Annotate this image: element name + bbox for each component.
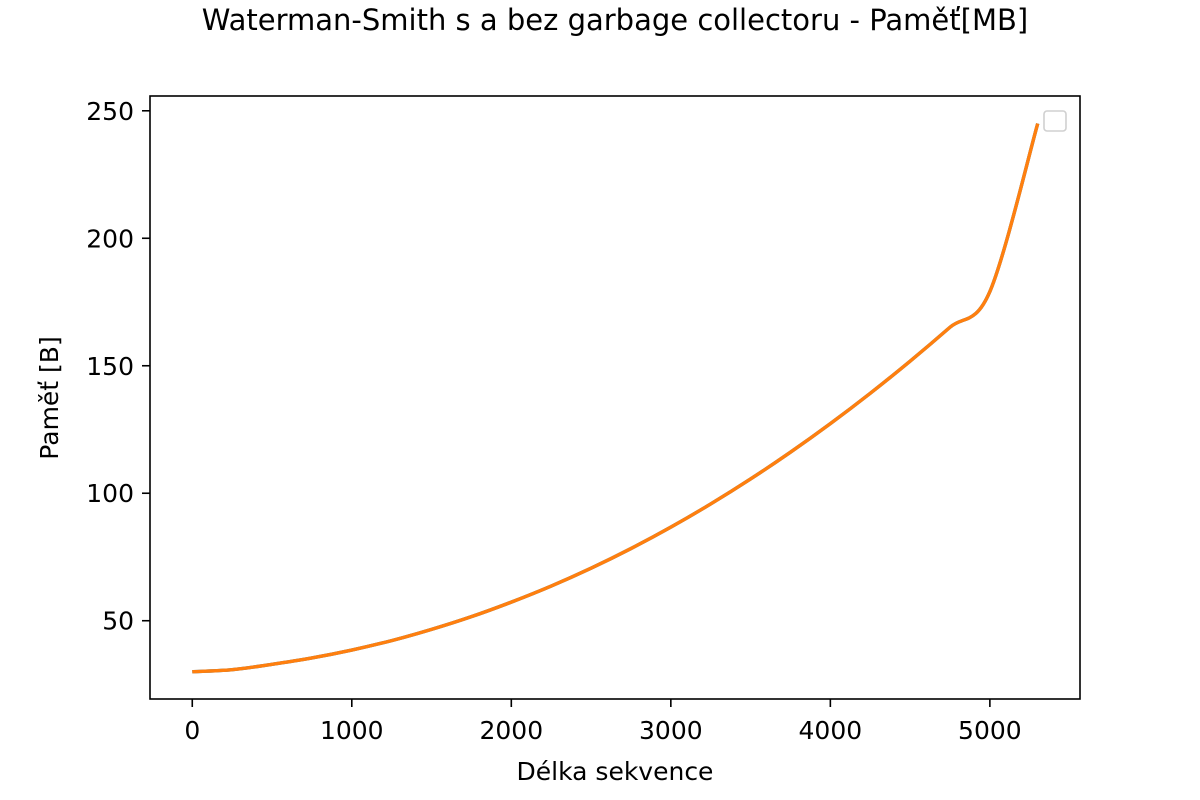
chart-title: Waterman-Smith s a bez garbage collector…	[202, 3, 1028, 37]
x-tick-label: 3000	[639, 716, 703, 745]
x-tick-label: 5000	[958, 716, 1022, 745]
y-tick-label: 100	[86, 479, 134, 508]
plot-frame	[149, 95, 1081, 700]
y-tick-label: 250	[86, 97, 134, 126]
x-tick-label: 4000	[799, 716, 863, 745]
x-tick-label: 1000	[320, 716, 384, 745]
ticks-layer: 0 1000 2000 3000 4000 5000 50 100 150 200 250	[86, 97, 1021, 745]
series-layer	[192, 123, 1040, 674]
y-tick-label: 50	[102, 607, 134, 636]
x-tick-label: 0	[184, 716, 200, 745]
y-axis-label: Paměť [B]	[35, 336, 64, 459]
legend-box	[1043, 110, 1067, 132]
series-line-2	[192, 123, 1040, 674]
y-tick-label: 200	[86, 224, 134, 253]
x-axis-label: Délka sekvence	[517, 757, 714, 786]
y-tick-label: 150	[86, 352, 134, 381]
plot-area	[150, 96, 1080, 699]
x-tick-label: 2000	[479, 716, 543, 745]
